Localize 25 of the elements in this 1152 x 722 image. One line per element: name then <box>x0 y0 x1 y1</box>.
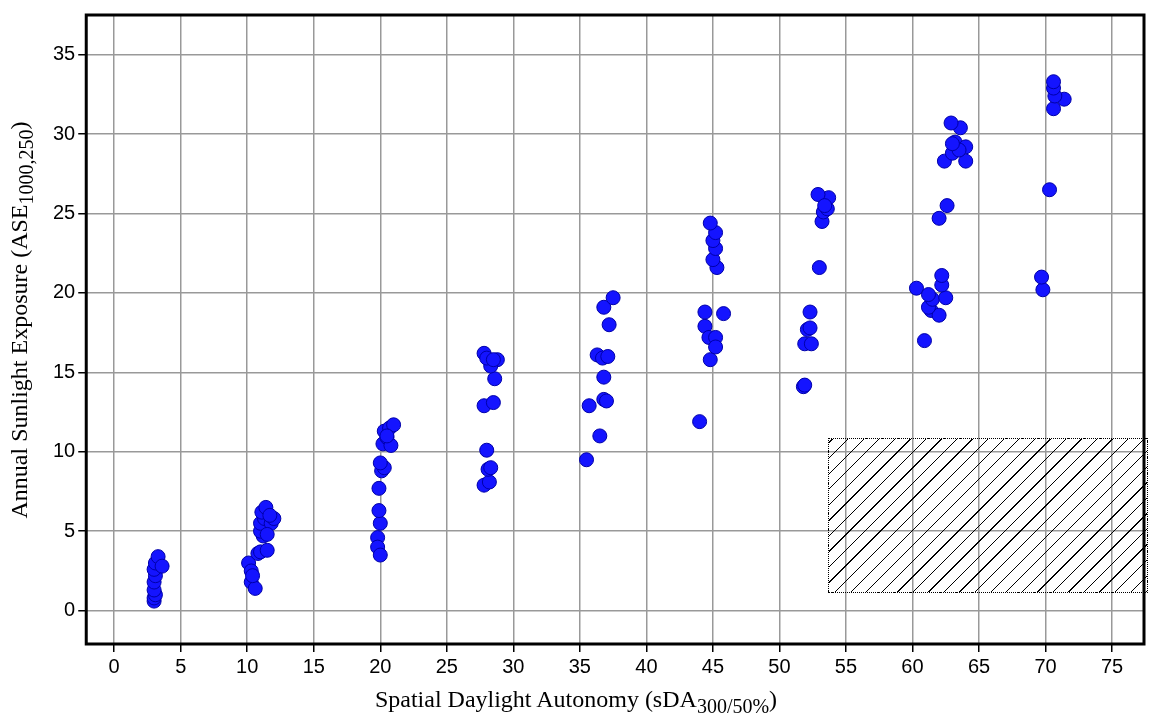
y-tick-label: 10 <box>53 439 76 462</box>
x-tick-label: 50 <box>768 654 791 677</box>
y-tick-label: 15 <box>53 359 76 382</box>
y-tick-label: 30 <box>53 121 76 144</box>
x-tick-label: 0 <box>108 654 120 677</box>
x-tick-label: 10 <box>236 654 259 677</box>
y-tick-label: 25 <box>53 201 76 224</box>
x-tick-label: 30 <box>502 654 525 677</box>
x-tick-label: 70 <box>1034 654 1057 677</box>
y-tick-label: 20 <box>53 280 76 303</box>
y-tick-label: 35 <box>53 42 76 65</box>
x-tick-label: 40 <box>635 654 658 677</box>
x-tick-label: 5 <box>175 654 187 677</box>
x-tick-label: 20 <box>369 654 392 677</box>
x-tick-label: 60 <box>901 654 924 677</box>
x-tick-label: 65 <box>967 654 991 677</box>
x-axis-title: Spatial Daylight Autonomy (sDA$_{300/50%}$) <box>373 686 779 718</box>
x-tick-label: 55 <box>834 654 858 677</box>
y-tick-label: 5 <box>64 518 76 541</box>
x-tick-label: 15 <box>302 654 325 677</box>
x-tick-label: 25 <box>435 654 458 677</box>
y-tick-label: 0 <box>64 598 76 621</box>
x-tick-label: 35 <box>568 654 591 677</box>
x-tick-label: 75 <box>1100 654 1124 677</box>
x-tick-label: 45 <box>701 654 725 677</box>
